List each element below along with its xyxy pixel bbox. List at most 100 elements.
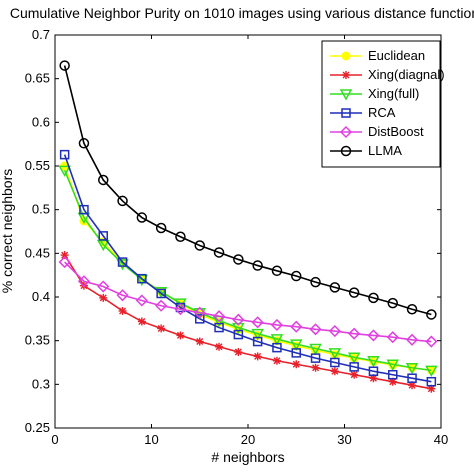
legend-label: RCA: [368, 105, 396, 120]
data-point: [175, 231, 186, 242]
data-point: [117, 257, 128, 267]
data-point: [176, 331, 185, 340]
series-line: [63, 154, 432, 383]
data-point: [59, 60, 70, 71]
data-point: [117, 195, 128, 207]
data-point: [271, 265, 283, 277]
data-point: [174, 303, 187, 316]
data-point: [349, 362, 359, 372]
y-tick-label: 0.55: [25, 158, 50, 173]
data-point: [251, 316, 264, 329]
legend-marker: [341, 108, 351, 118]
data-point: [97, 280, 110, 293]
data-point: [350, 370, 359, 379]
y-tick-label: 0.25: [25, 420, 50, 435]
legend-label: Euclidean: [368, 48, 425, 63]
data-point: [232, 313, 245, 326]
data-point: [426, 309, 437, 320]
x-tick-label: 20: [241, 432, 255, 447]
legend-item: Xing(full): [330, 86, 419, 101]
data-point: [232, 322, 245, 335]
data-point: [367, 356, 380, 368]
data-point: [310, 276, 321, 288]
data-point: [405, 362, 419, 375]
data-point: [252, 336, 263, 347]
data-point: [386, 359, 400, 371]
data-point: [407, 373, 417, 383]
data-point: [59, 149, 70, 160]
legend-marker: [339, 125, 353, 139]
data-point: [292, 360, 301, 369]
data-point: [193, 306, 206, 319]
data-point: [156, 288, 166, 299]
data-point: [425, 365, 438, 377]
series-distboost: [58, 256, 438, 348]
data-point: [406, 303, 418, 315]
data-point: [348, 287, 360, 298]
data-point: [195, 314, 205, 324]
y-tick-label: 0.45: [25, 245, 50, 260]
x-axis-title: # neighbors: [211, 449, 284, 465]
data-point: [289, 339, 303, 351]
data-point: [386, 331, 399, 344]
data-point: [98, 174, 109, 186]
data-point: [330, 357, 340, 368]
data-point: [135, 294, 148, 307]
data-point: [77, 275, 91, 288]
data-point: [425, 335, 438, 348]
data-point: [368, 366, 379, 376]
data-point: [155, 222, 167, 234]
data-point: [388, 377, 397, 386]
data-point: [79, 204, 89, 215]
data-point: [272, 342, 282, 353]
data-point: [233, 254, 244, 265]
data-point: [270, 318, 284, 332]
legend-marker: [340, 145, 352, 157]
series-layer: [58, 60, 438, 393]
data-point: [330, 367, 339, 376]
data-point: [253, 352, 262, 361]
legend-item: Xing(diagnal): [330, 67, 445, 82]
data-point: [233, 329, 244, 340]
data-point: [311, 363, 320, 372]
data-point: [99, 293, 108, 302]
data-point: [58, 165, 71, 177]
data-point: [78, 138, 90, 149]
data-point: [252, 260, 263, 271]
data-point: [309, 343, 322, 356]
y-tick-label: 0.7: [32, 27, 50, 42]
data-point: [309, 323, 322, 336]
data-point: [426, 376, 437, 387]
data-point: [118, 306, 127, 315]
data-point: [367, 329, 380, 342]
data-point: [137, 273, 147, 284]
data-point: [195, 337, 204, 346]
data-point: [387, 297, 398, 309]
data-point: [234, 348, 243, 357]
y-tick-label: 0.35: [25, 333, 50, 348]
data-point: [310, 353, 321, 363]
data-point: [272, 356, 281, 365]
data-point: [157, 324, 166, 333]
legend-box: [321, 40, 441, 168]
data-point: [137, 317, 146, 326]
chart-title: Cumulative Neighbor Purity on 1010 image…: [10, 5, 474, 21]
data-point: [98, 231, 108, 241]
data-point: [291, 270, 302, 282]
data-point: [270, 334, 284, 346]
data-point: [405, 333, 419, 346]
x-tick-label: 0: [51, 432, 58, 447]
y-tick-label: 0.5: [32, 202, 50, 217]
legend-label: Xing(diagnal): [368, 67, 445, 82]
series-llma: [59, 60, 437, 320]
data-point: [58, 256, 71, 269]
data-point: [214, 322, 224, 333]
legend-marker: [341, 51, 351, 61]
axes-layer: 0 10 20 30 40 0.25 0.3 0.35 0.4 0.45 0.5 0.55 0.6 0.6…: [25, 27, 449, 447]
legend-label: DistBoost: [368, 124, 424, 139]
data-point: [215, 342, 224, 351]
y-tick-label: 0.3: [32, 376, 50, 391]
legend: Euclidean Xing(diagnal) Xing(full) RCA DistB…: [321, 40, 445, 168]
legend-item: LLMA: [330, 143, 402, 158]
data-point: [348, 327, 361, 340]
